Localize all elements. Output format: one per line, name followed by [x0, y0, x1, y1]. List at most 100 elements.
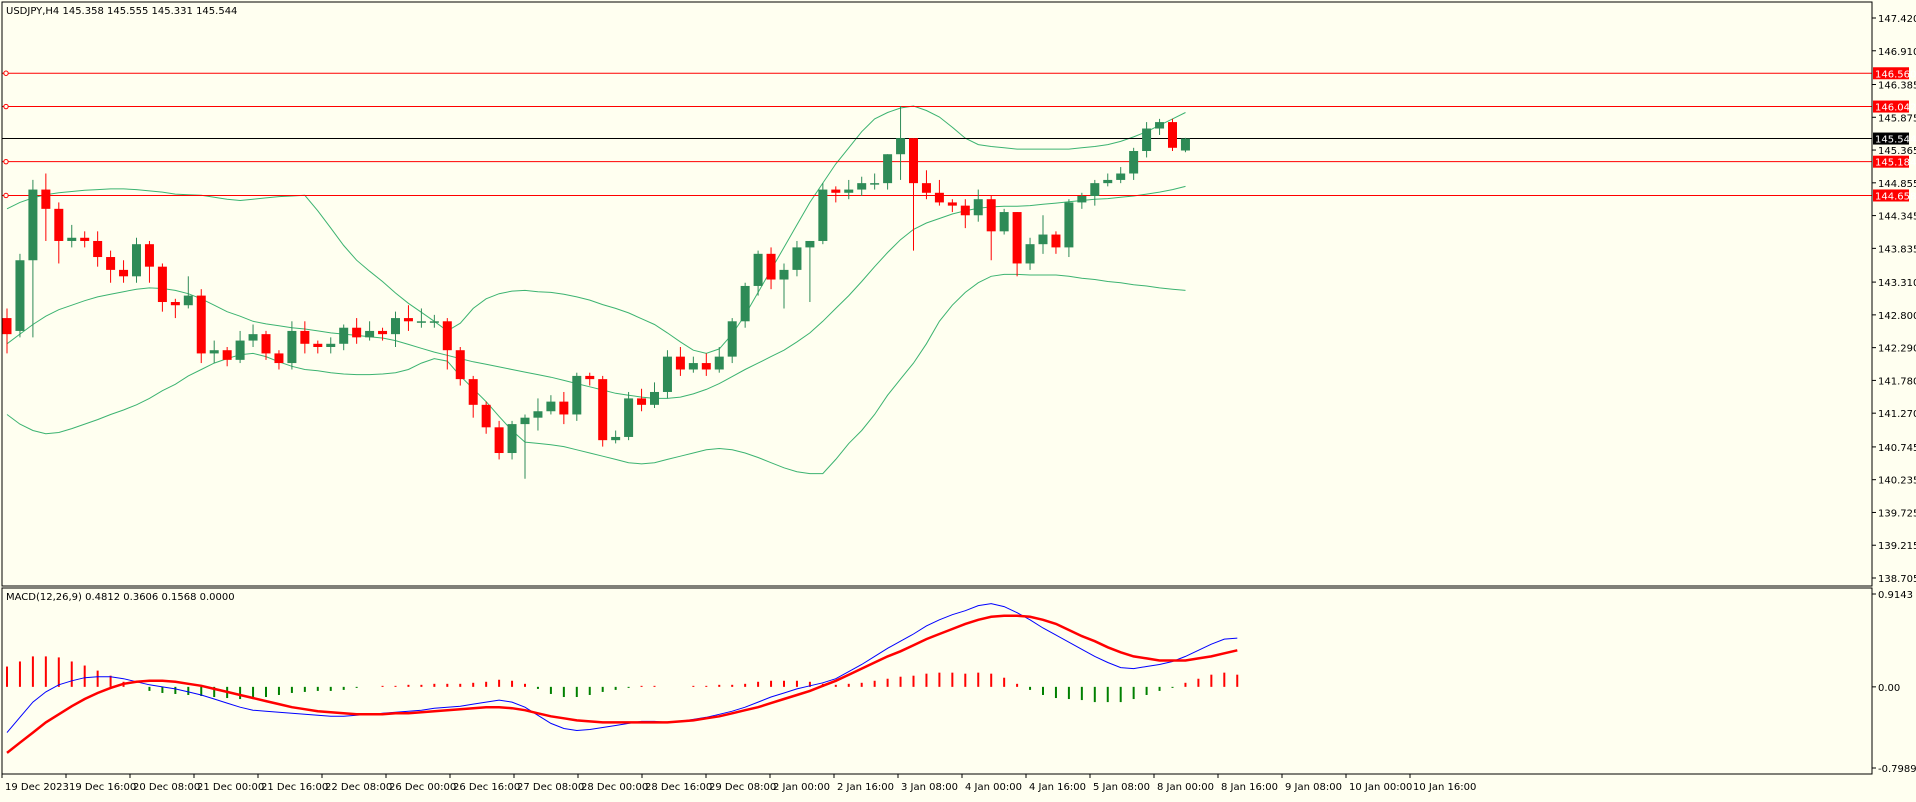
candle	[339, 324, 349, 351]
candle-body	[54, 208, 64, 241]
candle	[844, 179, 854, 200]
price-axis-label: 141.270	[1878, 409, 1916, 420]
candle	[986, 195, 996, 261]
candle	[15, 253, 25, 338]
candle	[611, 430, 621, 444]
level-price-label: 146.560	[1875, 69, 1916, 80]
candle	[287, 321, 297, 370]
price-axis-label: 140.745	[1878, 443, 1916, 454]
candle-body	[1142, 128, 1152, 152]
candle-body	[546, 401, 556, 412]
candle	[41, 173, 51, 241]
candle-body	[170, 302, 180, 306]
candle	[1142, 122, 1152, 158]
time-axis-label: 10 Jan 00:00	[1349, 782, 1412, 793]
price-axis-label: 138.705	[1878, 574, 1916, 585]
candle	[261, 330, 271, 360]
candle	[1064, 199, 1074, 258]
candle-body	[533, 411, 543, 418]
candle-body	[792, 247, 802, 270]
candle-body	[468, 379, 478, 405]
candle-body	[339, 327, 349, 344]
level-anchor-icon[interactable]	[3, 158, 9, 165]
candle-body	[248, 334, 258, 341]
candle-body	[883, 154, 893, 184]
price-axis-label: 144.345	[1878, 212, 1916, 223]
candle	[403, 305, 413, 331]
candle	[546, 395, 556, 415]
candle	[196, 289, 206, 364]
candle-body	[986, 199, 996, 232]
candle	[1168, 118, 1177, 152]
price-axis-label: 139.215	[1878, 541, 1916, 552]
candle-body	[714, 356, 724, 370]
candle	[662, 350, 672, 399]
time-axis-label: 26 Dec 16:00	[453, 782, 520, 793]
candle	[1012, 212, 1022, 277]
candle-body	[585, 375, 595, 380]
candle-body	[870, 183, 880, 185]
candle-body	[973, 199, 983, 216]
candle-body	[818, 189, 828, 241]
level-price-box	[1873, 100, 1909, 113]
candle-body	[637, 398, 647, 405]
candle	[391, 311, 400, 347]
time-axis-label: 2 Jan 00:00	[773, 782, 830, 793]
time-axis-label: 3 Jan 08:00	[901, 782, 958, 793]
candle-body	[378, 330, 388, 335]
candle-body	[2, 318, 12, 335]
candle	[572, 372, 582, 421]
candle	[352, 318, 362, 344]
level-price-box	[1873, 189, 1909, 202]
candle	[1180, 137, 1190, 153]
candle-body	[1155, 122, 1165, 129]
candle	[947, 199, 957, 213]
candle-body	[598, 379, 608, 441]
time-axis-label: 4 Jan 16:00	[1029, 782, 1086, 793]
time-axis-label: 9 Jan 08:00	[1285, 782, 1342, 793]
candle	[119, 260, 129, 283]
candle	[714, 346, 724, 373]
candle-body	[274, 353, 284, 364]
candle-body	[675, 356, 685, 370]
candle	[1155, 118, 1165, 135]
candle	[921, 170, 931, 200]
price-axis-label: 146.910	[1878, 47, 1916, 58]
candle-body	[520, 417, 530, 425]
candle	[481, 401, 491, 434]
candle-body	[326, 343, 336, 347]
time-axis-label: 27 Dec 08:00	[517, 782, 584, 793]
candle	[934, 179, 944, 206]
time-axis-label: 21 Dec 16:00	[261, 782, 328, 793]
candle	[520, 414, 530, 479]
candle-body	[779, 269, 789, 280]
candle	[701, 353, 711, 376]
level-anchor-icon[interactable]	[3, 70, 9, 76]
price-axis-label: 142.800	[1878, 311, 1916, 322]
price-axis-label: 144.855	[1878, 179, 1916, 190]
candle-body	[403, 318, 413, 322]
candle	[1077, 192, 1087, 209]
candle-body	[352, 327, 362, 338]
candle	[779, 263, 789, 309]
candle	[1090, 179, 1100, 206]
time-axis-label: 22 Dec 08:00	[325, 782, 392, 793]
candle	[870, 173, 880, 190]
price-axis-label: 145.875	[1878, 113, 1916, 124]
candle-body	[1025, 244, 1035, 264]
main-pane-frame	[1, 1, 1873, 587]
candle-body	[261, 334, 271, 354]
candle-body	[196, 295, 206, 354]
candle-body	[921, 183, 931, 193]
candle-body	[624, 398, 634, 437]
candle	[378, 327, 388, 341]
time-axis-label: 8 Jan 00:00	[1157, 782, 1214, 793]
candle-body	[896, 138, 906, 155]
level-anchor-icon[interactable]	[3, 103, 9, 110]
candle-body	[106, 257, 116, 270]
candle	[650, 382, 659, 409]
candle-body	[1064, 202, 1074, 248]
candle-body	[15, 260, 25, 331]
level-anchor-icon[interactable]	[3, 192, 9, 199]
time-axis-label: 28 Dec 00:00	[581, 782, 648, 793]
